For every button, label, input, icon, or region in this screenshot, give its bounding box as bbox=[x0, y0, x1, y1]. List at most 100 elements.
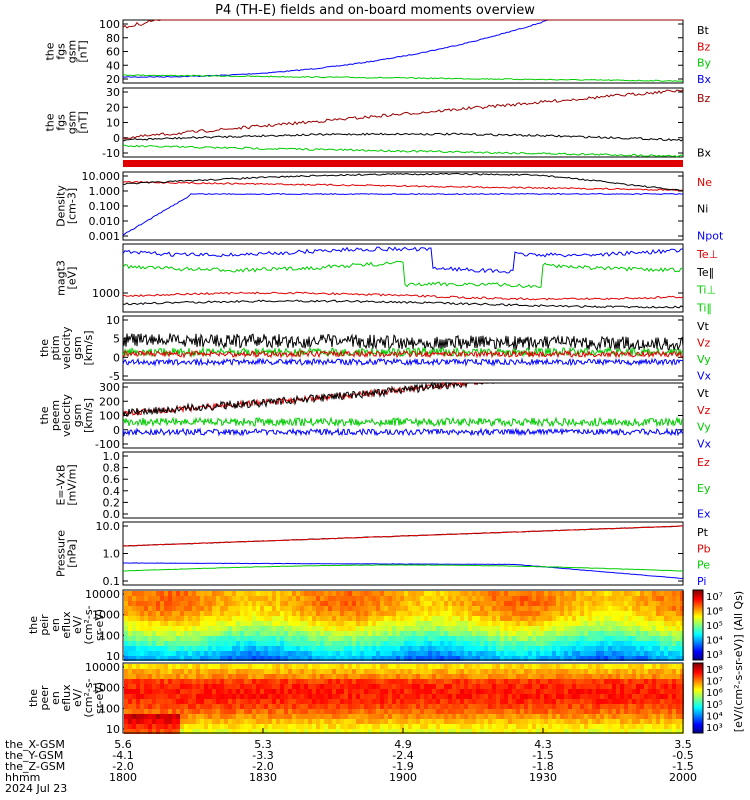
spec-cell bbox=[636, 611, 640, 616]
spec-cell bbox=[508, 669, 512, 674]
spec-cell bbox=[396, 656, 400, 661]
spec-cell bbox=[428, 591, 432, 596]
colorbar-step bbox=[693, 712, 703, 714]
spec-cell bbox=[148, 616, 152, 621]
spec-cell bbox=[572, 591, 576, 596]
spec-cell bbox=[460, 631, 464, 636]
spec-cell bbox=[516, 684, 520, 689]
spec-cell bbox=[340, 596, 344, 601]
spec-cell bbox=[632, 694, 636, 699]
spec-cell bbox=[548, 631, 552, 636]
spec-cell bbox=[356, 674, 360, 679]
colorbar-step bbox=[693, 621, 703, 623]
spec-cell bbox=[644, 591, 648, 596]
spec-cell bbox=[264, 606, 268, 611]
spec-cell bbox=[536, 641, 540, 646]
spec-cell bbox=[592, 601, 596, 606]
spec-cell bbox=[448, 611, 452, 616]
spec-cell bbox=[324, 704, 328, 709]
colorbar-step bbox=[693, 696, 703, 698]
spec-cell bbox=[620, 601, 624, 606]
spec-cell bbox=[492, 596, 496, 601]
spec-cell bbox=[624, 656, 628, 661]
spec-cell bbox=[136, 724, 140, 729]
spec-cell bbox=[148, 689, 152, 694]
spec-cell bbox=[400, 684, 404, 689]
spec-cell bbox=[184, 611, 188, 616]
spec-cell bbox=[528, 591, 532, 596]
spec-cell bbox=[584, 679, 588, 684]
spec-cell bbox=[328, 729, 332, 734]
spec-cell bbox=[600, 699, 604, 704]
spec-cell bbox=[336, 601, 340, 606]
spec-cell bbox=[484, 704, 488, 709]
spec-cell bbox=[572, 674, 576, 679]
legend-Ti‖: Ti‖ bbox=[696, 301, 712, 314]
spec-cell bbox=[472, 601, 476, 606]
ylabel-line: eV/ bbox=[71, 616, 84, 634]
spec-cell bbox=[512, 646, 516, 651]
spec-cell bbox=[664, 679, 668, 684]
spec-cell bbox=[632, 591, 636, 596]
spec-cell bbox=[384, 611, 388, 616]
spec-cell bbox=[652, 606, 656, 611]
spec-cell bbox=[180, 651, 184, 656]
ytick-label: 100 bbox=[99, 629, 120, 642]
spec-cell bbox=[468, 674, 472, 679]
spec-cell bbox=[504, 699, 508, 704]
spec-cell bbox=[596, 606, 600, 611]
spec-cell bbox=[588, 611, 592, 616]
spec-cell bbox=[636, 714, 640, 719]
spec-cell bbox=[468, 596, 472, 601]
spec-cell bbox=[356, 714, 360, 719]
spec-cell bbox=[160, 596, 164, 601]
spec-cell bbox=[152, 596, 156, 601]
colorbar-step bbox=[693, 610, 703, 612]
ytick-label: 100 bbox=[99, 410, 120, 423]
spec-cell bbox=[296, 684, 300, 689]
spec-cell bbox=[672, 651, 676, 656]
spec-cell bbox=[136, 709, 140, 714]
spec-cell bbox=[188, 631, 192, 636]
spec-cell bbox=[208, 699, 212, 704]
spec-cell bbox=[556, 651, 560, 656]
spec-cell bbox=[368, 636, 372, 641]
spec-cell bbox=[508, 616, 512, 621]
spec-cell bbox=[508, 719, 512, 724]
spec-cell bbox=[180, 669, 184, 674]
spec-cell bbox=[256, 631, 260, 636]
spec-cell bbox=[604, 646, 608, 651]
spec-cell bbox=[340, 679, 344, 684]
spec-cell bbox=[184, 651, 188, 656]
spec-cell bbox=[264, 699, 268, 704]
spec-cell bbox=[452, 664, 456, 669]
spec-cell bbox=[372, 684, 376, 689]
spec-cell bbox=[408, 636, 412, 641]
ylabel-line: gsm bbox=[71, 404, 84, 427]
spec-cell bbox=[624, 664, 628, 669]
spec-cell bbox=[636, 616, 640, 621]
series-vt bbox=[122, 381, 683, 417]
spec-cell bbox=[592, 606, 596, 611]
spec-cell bbox=[524, 669, 528, 674]
spec-cell bbox=[340, 626, 344, 631]
spec-cell bbox=[652, 674, 656, 679]
spec-cell bbox=[348, 641, 352, 646]
spec-cell bbox=[288, 606, 292, 611]
spec-cell bbox=[496, 606, 500, 611]
spec-cell bbox=[656, 729, 660, 734]
spec-cell bbox=[528, 714, 532, 719]
spec-cell bbox=[576, 641, 580, 646]
spec-cell bbox=[548, 674, 552, 679]
spec-cell bbox=[468, 664, 472, 669]
spec-cell bbox=[628, 709, 632, 714]
spec-cell bbox=[620, 704, 624, 709]
spec-cell bbox=[488, 656, 492, 661]
spec-cell bbox=[500, 694, 504, 699]
spec-cell bbox=[216, 616, 220, 621]
spec-cell bbox=[208, 616, 212, 621]
spec-cell bbox=[244, 631, 248, 636]
spec-cell bbox=[460, 601, 464, 606]
spec-cell bbox=[216, 684, 220, 689]
spec-cell bbox=[324, 699, 328, 704]
